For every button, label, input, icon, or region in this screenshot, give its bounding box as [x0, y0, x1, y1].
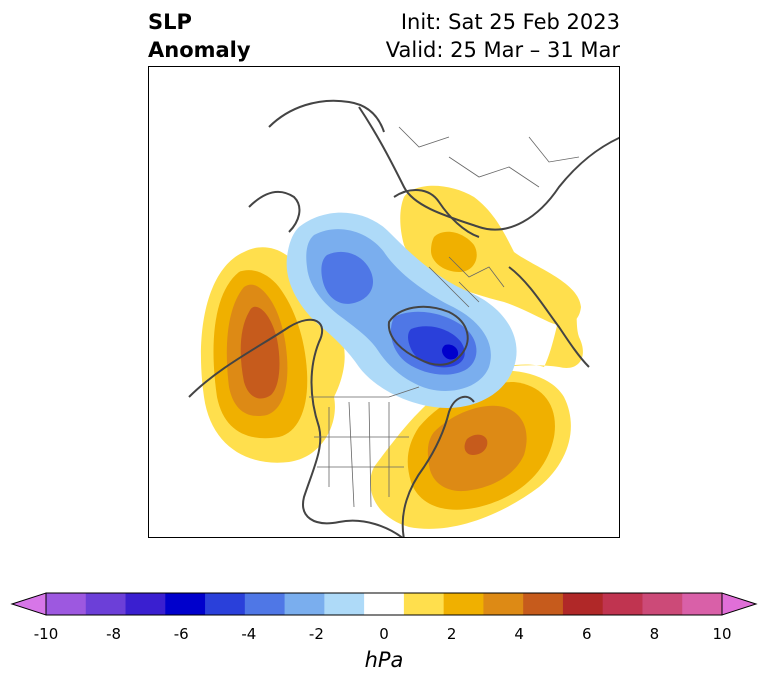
colorbar-unit: hPa	[364, 648, 404, 672]
europe-high-level-2	[431, 231, 477, 272]
scandinavia-coast	[393, 189, 480, 238]
europe-borders	[428, 256, 505, 308]
colorbar-cell	[46, 593, 87, 615]
colorbar-cell	[364, 593, 405, 615]
europe-high-level-1	[400, 185, 581, 326]
colorbar-tick-label: 0	[379, 625, 389, 643]
colorbar-cells	[46, 593, 723, 615]
colorbar-cell	[483, 593, 524, 615]
us-state-lines	[314, 401, 409, 508]
colorbar-tick-label: 8	[649, 625, 660, 643]
east-coast-us	[401, 395, 475, 537]
colorbar-cell	[642, 593, 683, 615]
colorbar-tick-label: -6	[173, 625, 189, 643]
atlantic-high-level-4	[464, 434, 488, 455]
europe-high-contours	[400, 185, 581, 326]
us-canada-border	[309, 386, 420, 398]
colorbar-tick-label: 2	[446, 625, 457, 643]
coastlines	[188, 99, 619, 537]
asia-borders	[398, 126, 580, 188]
colorbar-outline	[45, 592, 723, 616]
colorbar-cell	[284, 593, 325, 615]
anomaly-map-svg	[188, 99, 619, 537]
colorbar-tick-label: 6	[582, 625, 592, 643]
colorbar-right-extension	[721, 592, 758, 616]
colorbar-cell	[324, 593, 365, 615]
valid-range: Valid: 25 Mar – 31 Mar	[385, 38, 620, 62]
init-date: Init: Sat 25 Feb 2023	[400, 10, 620, 34]
arctic-low-level-6	[442, 344, 459, 360]
colorbar-cell	[443, 593, 484, 615]
colorbar-cell	[682, 593, 723, 615]
colorbar-cell	[602, 593, 643, 615]
colorbar-cell	[205, 593, 246, 615]
colorbar-cell	[523, 593, 564, 615]
colorbar-cell	[165, 593, 206, 615]
arctic-low-level-3	[321, 251, 374, 304]
europe-coast	[508, 266, 590, 368]
colorbar	[10, 592, 758, 616]
colorbar-left-extension	[10, 592, 47, 616]
colorbar-cell	[85, 593, 127, 615]
west-high-level-4	[240, 306, 280, 399]
colorbar-cell	[403, 593, 445, 615]
colorbar-tick-label: -8	[106, 625, 122, 643]
north-america-coast	[188, 318, 403, 537]
polar-map	[148, 66, 620, 538]
colorbar-cell	[125, 593, 166, 615]
alaska-coast	[248, 190, 301, 233]
greenland-coast	[387, 305, 469, 366]
eurasia-coast	[358, 106, 619, 231]
forecast-info: Init: Sat 25 Feb 2023 Valid: 25 Mar – 31…	[386, 8, 620, 64]
colorbar-tick-label: -2	[308, 625, 324, 643]
colorbar-tick-label: 10	[712, 625, 732, 643]
map-title: SLP Anomaly	[148, 8, 251, 64]
title-line-1: SLP	[148, 10, 192, 34]
colorbar-tick-label: 4	[514, 625, 524, 643]
colorbar-tick-label: -4	[241, 625, 257, 643]
borders	[309, 126, 580, 508]
colorbar-cell	[244, 593, 286, 615]
asia-coast-north	[268, 99, 385, 133]
colorbar-cell	[562, 593, 604, 615]
colorbar-tick-label: -10	[33, 625, 59, 643]
title-line-2: Anomaly	[148, 38, 251, 62]
